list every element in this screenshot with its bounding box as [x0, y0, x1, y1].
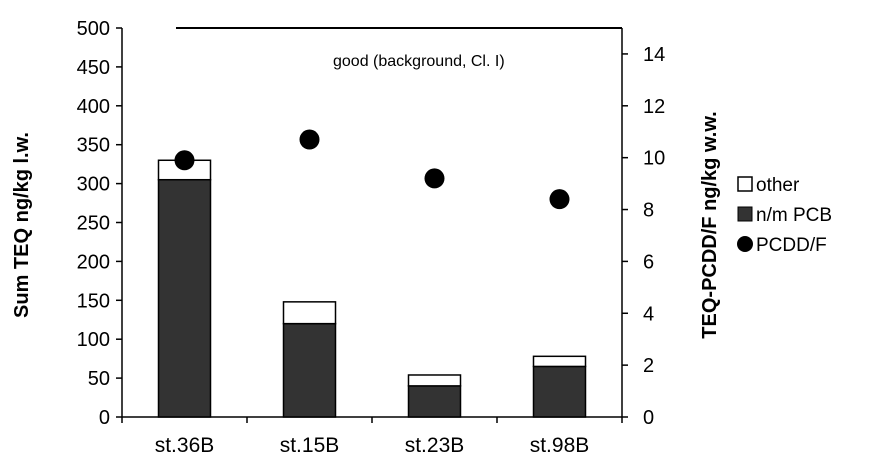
y-right-tick-label: 2	[643, 355, 654, 377]
y-left-tick-label: 450	[77, 57, 110, 79]
x-tick-label: st.15B	[280, 434, 340, 457]
point-pcdd-f	[299, 129, 320, 150]
y-axis-left-title: Sum TEQ ng/kg l.w.	[11, 132, 33, 318]
bar-other	[282, 301, 337, 325]
y-left-tick-label: 200	[77, 251, 110, 273]
y-left-tick-label: 350	[77, 135, 110, 157]
y-right-tick-label: 10	[643, 148, 665, 170]
bar-other	[407, 374, 462, 387]
point-pcdd-f	[549, 189, 570, 210]
legend-swatch-nm-pcb	[737, 206, 753, 222]
x-tick-label: st.98B	[530, 434, 590, 457]
point-pcdd-f	[174, 150, 195, 171]
legend: other n/m PCB PCDD/F	[737, 175, 832, 256]
y-axis-left: 0 50 100 150 200 250 300 350 400 450 500	[77, 18, 123, 429]
reference-line-label: good (background, Cl. I)	[333, 53, 505, 70]
y-left-tick-label: 0	[99, 407, 110, 429]
y-left-tick-label: 400	[77, 96, 110, 118]
y-left-tick-label: 100	[77, 329, 110, 351]
y-axis-right: 0 2 4 6 8 10 12 14	[621, 28, 665, 429]
y-left-tick-label: 500	[77, 18, 110, 40]
y-left-tick-label: 250	[77, 213, 110, 235]
legend-swatch-other	[737, 176, 753, 192]
y-left-tick-label: 300	[77, 174, 110, 196]
point-pcdd-f	[424, 168, 445, 189]
legend-marker-pcdd-f	[737, 236, 753, 252]
legend-label-other: other	[756, 175, 800, 196]
y-left-tick-label: 150	[77, 290, 110, 312]
y-right-tick-label: 8	[643, 200, 654, 222]
bar-n-m-pcb	[282, 322, 337, 418]
y-right-tick-label: 6	[643, 251, 654, 273]
legend-label-pcdd-f: PCDD/F	[756, 235, 827, 256]
x-tick-label: st.36B	[155, 434, 215, 457]
bar-n-m-pcb	[532, 365, 587, 418]
legend-label-nm-pcb: n/m PCB	[756, 205, 832, 226]
y-right-tick-label: 0	[643, 407, 654, 429]
bar-other	[532, 355, 587, 368]
bar-n-m-pcb	[157, 178, 212, 418]
y-right-tick-label: 4	[643, 303, 654, 325]
bar-n-m-pcb	[407, 385, 462, 418]
y-axis-right-title: TEQ-PCDD/F ng/kg w.w.	[699, 111, 721, 338]
bar-group	[157, 159, 587, 418]
y-right-tick-label: 12	[643, 96, 665, 118]
y-right-tick-label: 14	[643, 44, 665, 66]
y-left-tick-label: 50	[88, 368, 110, 390]
point-group	[174, 129, 570, 210]
x-axis: st.36B st.15B st.23B st.98B	[121, 416, 623, 457]
x-tick-label: st.23B	[405, 434, 465, 457]
